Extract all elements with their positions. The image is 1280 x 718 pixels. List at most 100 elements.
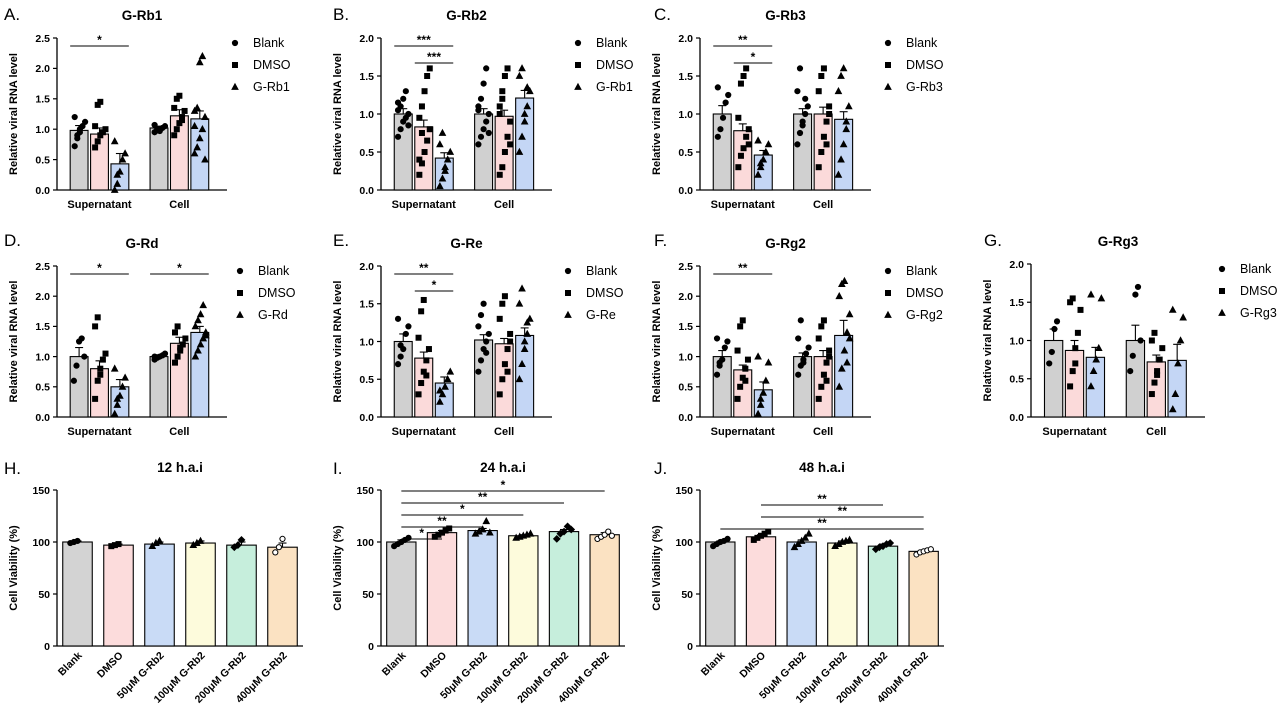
data-point — [523, 83, 532, 91]
data-point — [400, 95, 407, 102]
data-point — [523, 329, 532, 337]
data-point — [818, 383, 825, 390]
bar-200-m-g-rb2 — [226, 544, 257, 647]
data-point — [756, 400, 765, 408]
data-point — [496, 315, 503, 322]
data-point — [161, 123, 169, 130]
data-point — [504, 368, 511, 375]
data-point — [426, 126, 433, 133]
data-point — [835, 291, 844, 300]
y-tick-label: 150 — [32, 485, 50, 497]
panel-title: G-Rg3 — [1098, 234, 1139, 249]
legend-label: DMSO — [258, 286, 296, 300]
y-tick-label: 1.5 — [35, 321, 50, 333]
data-point — [795, 371, 802, 378]
data-point — [177, 344, 184, 351]
y-tick-label: 1.0 — [359, 109, 374, 121]
data-point — [515, 147, 524, 155]
panel-e: E. G-Re 0.0 0.5 1.0 1.5 2.0 Relative viral RNA … — [332, 231, 624, 438]
data-point — [927, 546, 934, 553]
x-group-label: Cell — [813, 199, 833, 211]
data-point — [756, 162, 765, 171]
data-point — [744, 356, 751, 363]
y-tick-label: 0.0 — [359, 412, 374, 424]
data-point — [118, 382, 127, 390]
data-point — [480, 80, 487, 87]
panel-title: 12 h.a.i — [157, 460, 203, 475]
bar-50-m-g-rb2 — [467, 530, 498, 647]
data-point — [1179, 313, 1187, 321]
panel-label: C. — [654, 5, 671, 24]
significance-label: ** — [817, 492, 827, 506]
data-point — [759, 388, 768, 396]
y-tick-label: 1.5 — [359, 299, 374, 311]
y-tick-label: 0 — [44, 641, 50, 653]
data-point — [483, 118, 490, 125]
legend-marker — [231, 82, 239, 90]
data-point — [823, 359, 830, 366]
y-tick-label: 1.0 — [678, 351, 693, 363]
data-point — [172, 329, 178, 336]
panel-title: G-Rb3 — [765, 8, 806, 23]
data-point — [740, 145, 747, 152]
data-point — [272, 549, 279, 556]
data-point — [94, 138, 101, 145]
panel-label: G. — [984, 231, 1002, 250]
data-point — [756, 159, 765, 167]
x-category-label: DMSO — [95, 650, 126, 681]
data-point — [443, 155, 452, 163]
data-point — [1072, 345, 1079, 352]
data-point — [416, 156, 423, 163]
data-point — [195, 134, 204, 142]
legend-label: Blank — [258, 264, 290, 278]
data-point — [518, 284, 526, 292]
data-point — [796, 129, 804, 137]
y-tick-label: 0.5 — [35, 154, 50, 166]
x-group-label: Cell — [494, 426, 514, 438]
legend-label: Blank — [253, 36, 285, 50]
y-tick-label: 0.5 — [35, 382, 50, 394]
x-group-label: Supernatant — [67, 426, 132, 438]
data-point — [423, 357, 430, 364]
data-point — [199, 301, 208, 309]
data-point — [475, 141, 482, 148]
significance-label: * — [460, 502, 465, 516]
data-point — [802, 95, 809, 102]
y-axis-label: Cell Viability (%) — [651, 525, 663, 611]
panel-label: H. — [4, 459, 21, 478]
data-point — [171, 132, 178, 139]
significance-label: * — [501, 478, 506, 492]
data-point — [438, 390, 447, 398]
data-point — [823, 377, 830, 384]
data-point — [394, 99, 402, 106]
y-tick-label: 1.5 — [1009, 297, 1024, 309]
data-point — [424, 73, 431, 79]
legend-marker — [1218, 265, 1226, 273]
data-point — [501, 293, 508, 300]
data-point — [486, 528, 494, 536]
data-point — [815, 164, 822, 171]
data-point — [740, 73, 747, 79]
data-point — [737, 152, 744, 159]
data-point — [515, 299, 524, 307]
y-axis-label: Cell Viability (%) — [8, 525, 20, 611]
data-point — [113, 400, 122, 408]
data-point — [802, 350, 810, 357]
y-tick-label: 0.0 — [1009, 412, 1024, 424]
panel-label: I. — [333, 459, 342, 478]
bar-100-m-g-rb2 — [508, 535, 539, 647]
data-point — [405, 534, 412, 541]
data-point — [504, 65, 511, 72]
bar-50-m-g-rb2 — [786, 541, 817, 647]
y-tick-label: 100 — [675, 537, 693, 549]
data-point — [745, 126, 752, 133]
bar-dmso — [745, 536, 777, 647]
data-point — [201, 112, 209, 120]
y-tick-label: 1.0 — [678, 109, 693, 121]
data-point — [1129, 352, 1136, 359]
data-point — [99, 356, 106, 363]
data-point — [94, 377, 101, 384]
data-point — [1168, 405, 1177, 413]
data-point — [82, 118, 89, 126]
data-point — [151, 353, 158, 360]
